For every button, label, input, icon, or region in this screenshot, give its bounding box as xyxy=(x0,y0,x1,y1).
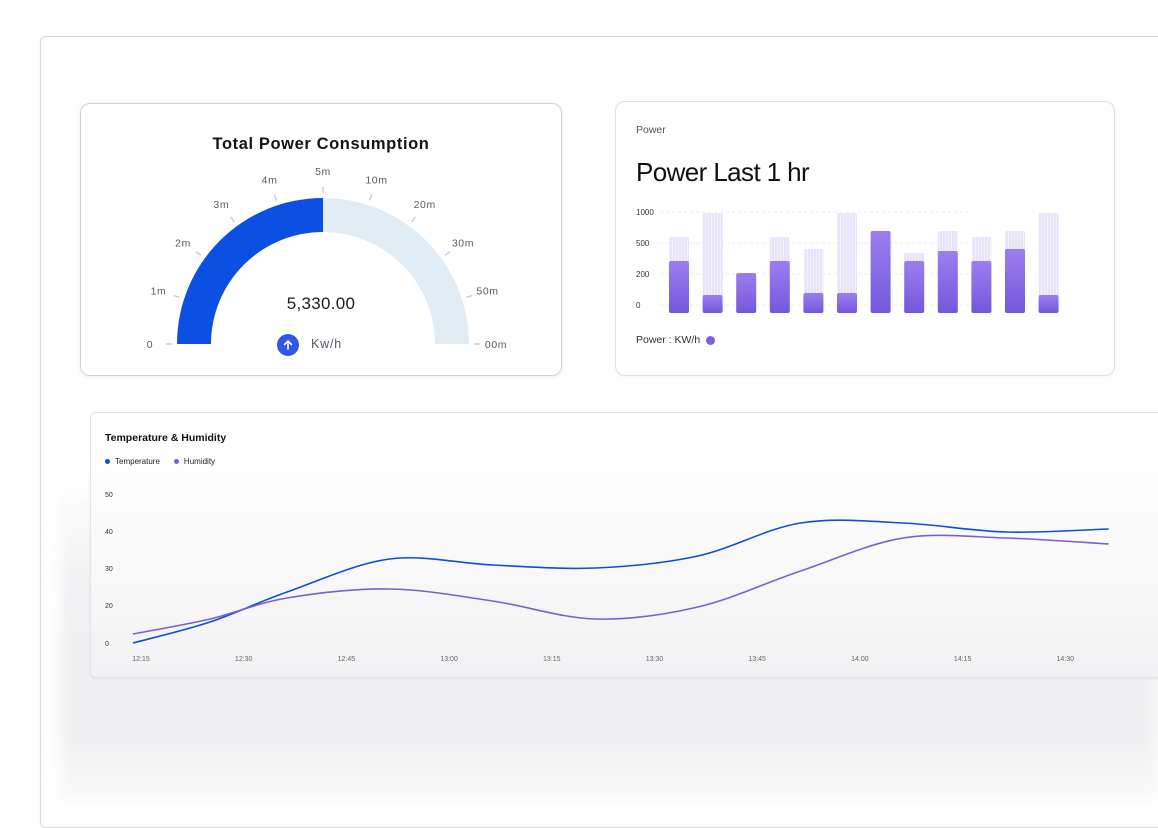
temp-humidity-line-chart: 50 40 30 20 0 12:15 12:30 12:45 13:00 13:15 13:30 1… xyxy=(105,492,1109,663)
bar-y-tick: 500 xyxy=(636,239,650,248)
line-x-tick: 13:30 xyxy=(646,656,664,663)
power-legend: Power : KW/h xyxy=(636,334,716,346)
line-y-tick: 50 xyxy=(105,492,113,499)
line-x-tick: 14:30 xyxy=(1057,656,1075,663)
humidity-legend-label: Humidity xyxy=(183,457,216,466)
line-x-tick: 14:00 xyxy=(851,656,869,663)
gauge-tick xyxy=(444,251,451,256)
bar-background xyxy=(702,213,723,313)
gauge-scale-label: 30m xyxy=(452,237,474,249)
temperature-line xyxy=(132,519,1109,644)
gauge-tick xyxy=(411,216,416,223)
bar-value xyxy=(971,261,992,313)
gauge-scale-label: 1m xyxy=(151,286,167,298)
gauge-tick xyxy=(368,194,373,201)
bar-value xyxy=(769,261,790,313)
bar-background xyxy=(1038,213,1059,313)
gauge-scale-label: 0 xyxy=(147,339,153,351)
gauge-title: Total Power Consumption xyxy=(212,135,430,153)
humidity-legend-dot xyxy=(173,459,179,464)
bar-value xyxy=(937,251,958,313)
temperature-legend-label: Temperature xyxy=(115,457,160,466)
bar-value xyxy=(904,261,925,313)
line-x-tick: 14:15 xyxy=(954,656,972,663)
gauge-tick xyxy=(173,294,180,299)
power-chart-title: Power Last 1 hr xyxy=(636,157,810,187)
gauge-track xyxy=(323,198,469,344)
bar-y-tick: 200 xyxy=(636,270,650,279)
line-x-tick: 13:15 xyxy=(543,656,561,663)
gauge-scale-label: 3m xyxy=(213,199,229,211)
gauge-chart: 0 1m 2m 3m 4m 5m 10m 20m 30m 50m 00m xyxy=(147,166,507,351)
power-bar-chart: 1000 500 200 0 xyxy=(636,208,1059,313)
bar-value xyxy=(669,261,689,313)
gauge-scale-label: 10m xyxy=(365,174,387,186)
gauge-scale-label: 2m xyxy=(175,237,191,249)
gauge-scale-label: 4m xyxy=(262,174,278,186)
line-y-tick: 20 xyxy=(105,603,113,610)
line-y-tick: 40 xyxy=(105,529,113,536)
bar-y-tick: 0 xyxy=(636,301,641,310)
bar-value xyxy=(1038,295,1059,313)
gauge-tick xyxy=(273,194,278,201)
bar-background xyxy=(837,213,857,313)
legend-item-humidity[interactable]: Humidity xyxy=(173,457,216,466)
power-chart-card: Power Power Last 1 hr 1000 500 200 0 Power … xyxy=(615,101,1115,376)
gauge-scale-label: 5m xyxy=(315,166,331,178)
gauge-tick xyxy=(230,216,235,223)
temperature-legend-dot xyxy=(105,459,110,464)
power-card-label: Power xyxy=(636,124,666,136)
bar-value xyxy=(803,293,824,313)
legend-item-temperature[interactable]: Temperature xyxy=(105,457,160,466)
humidity-line xyxy=(132,534,1109,635)
line-y-tick: 0 xyxy=(105,641,109,648)
power-legend-label: Power : KW/h xyxy=(636,334,701,346)
power-legend-dot xyxy=(706,335,716,345)
temp-legend: Temperature Humidity xyxy=(105,457,215,466)
gauge-unit: Kw/h xyxy=(311,337,342,351)
gauge-scale-label: 50m xyxy=(476,286,498,298)
line-x-tick: 12:45 xyxy=(338,656,356,663)
gauge-value: 5,330.00 xyxy=(286,294,356,313)
gauge-scale-label: 00m xyxy=(485,339,507,351)
total-power-card: Total Power Consumption 0 1m 2m 3m 4m 5m 10m 20… xyxy=(80,103,562,376)
gauge-fill xyxy=(177,198,323,344)
bar-value xyxy=(1005,249,1025,313)
temp-chart-title: Temperature & Humidity xyxy=(105,432,227,444)
bar-value xyxy=(702,295,723,313)
line-x-tick: 12:15 xyxy=(132,656,150,663)
gauge-tick xyxy=(466,294,473,299)
gauge-tick xyxy=(195,251,202,256)
line-x-tick: 12:30 xyxy=(235,656,253,663)
bar-value xyxy=(736,273,757,313)
line-x-tick: 13:45 xyxy=(748,656,766,663)
arrow-up-icon[interactable] xyxy=(277,334,299,356)
bar-value xyxy=(870,231,891,313)
line-x-tick: 13:00 xyxy=(440,656,458,663)
line-y-tick: 30 xyxy=(105,566,113,573)
bar-value xyxy=(837,293,857,313)
gauge-scale-label: 20m xyxy=(414,199,436,211)
bar-y-tick: 1000 xyxy=(636,208,654,217)
temp-humidity-card: Temperature & Humidity Temperature Humid… xyxy=(90,412,1158,678)
